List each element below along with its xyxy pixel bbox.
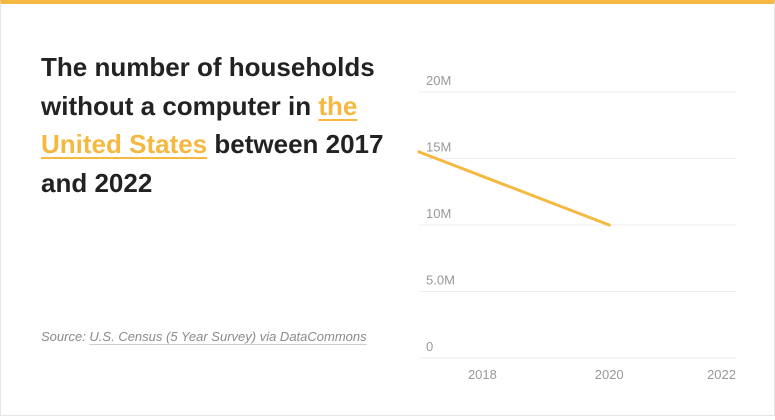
- source-note: Source: U.S. Census (5 Year Survey) via …: [41, 327, 371, 347]
- headline-text-start: The number of households without a compu…: [41, 52, 375, 121]
- x-tick-label: 2020: [595, 367, 624, 382]
- y-tick-label: 0: [426, 339, 433, 354]
- source-link[interactable]: U.S. Census (5 Year Survey) via DataComm…: [89, 329, 367, 344]
- x-tick-label: 2022: [707, 367, 736, 382]
- series-lines: [417, 150, 611, 227]
- series-line: [417, 150, 611, 227]
- gridlines: [419, 91, 736, 359]
- x-tick-label: 2018: [468, 367, 497, 382]
- y-tick-label: 5.0M: [426, 273, 455, 288]
- data-point: [607, 223, 611, 227]
- data-point: [417, 150, 421, 154]
- source-prefix: Source:: [41, 329, 90, 344]
- line-chart: 0 5.0M 10M 15M 20M 2018 2020 2022: [417, 73, 736, 382]
- country-link[interactable]: the United States: [41, 90, 358, 160]
- y-axis-ticks: 0 5.0M 10M 15M 20M: [426, 73, 455, 354]
- y-tick-label: 20M: [426, 73, 451, 88]
- y-tick-label: 10M: [426, 206, 451, 221]
- headline-text-end: between 2017 and 2022: [41, 129, 384, 198]
- headline: The number of households without a compu…: [41, 48, 386, 202]
- y-tick-label: 15M: [426, 140, 451, 155]
- x-axis-ticks: 2018 2020 2022: [468, 367, 736, 382]
